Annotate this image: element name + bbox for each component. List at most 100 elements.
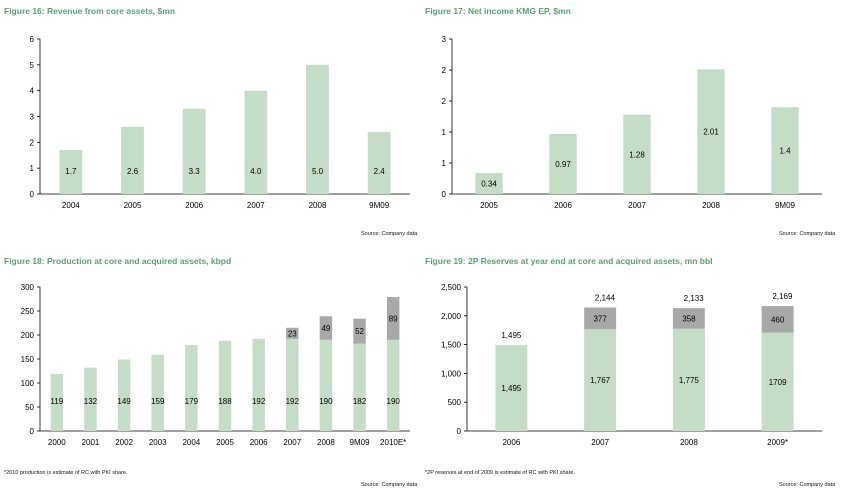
y-tick-label: 1,000: [441, 369, 462, 378]
x-tick-label: 9M09: [369, 201, 390, 210]
x-tick-label: 2008: [309, 201, 327, 210]
bar-acquired: [353, 318, 366, 344]
data-label: 1.4: [779, 147, 791, 156]
x-tick-label: 9M09: [350, 438, 371, 447]
bar-core: [386, 339, 400, 431]
x-tick-label: 2001: [82, 438, 100, 447]
bar: [244, 90, 268, 194]
data-label: 190: [319, 397, 333, 406]
footnote: *2010 production is estimate of RC with …: [4, 470, 128, 476]
data-label: 149: [117, 397, 131, 406]
x-tick-label: 2006: [554, 201, 572, 210]
data-label: 159: [151, 397, 165, 406]
data-label: 5.0: [312, 167, 324, 176]
bar: [367, 132, 391, 194]
x-tick-label: 2007: [283, 438, 301, 447]
bar-acquired: [386, 297, 400, 340]
x-tick-label: 2005: [480, 201, 498, 210]
y-tick-label: 0: [30, 427, 35, 436]
bar-core: [185, 345, 198, 431]
x-tick-label: 2006: [250, 438, 268, 447]
data-label: 2.6: [127, 167, 139, 176]
chart-title: Figure 19: 2P Reserves at year end at co…: [425, 256, 713, 266]
bar: [549, 133, 577, 194]
bar-core: [117, 359, 131, 431]
x-tick-label: 2009*: [767, 438, 788, 447]
x-tick-label: 2010E*: [380, 438, 406, 447]
data-label: 192: [286, 397, 300, 406]
bar-core: [50, 373, 64, 431]
y-tick-label: 150: [21, 355, 35, 364]
y-tick-label: 6: [30, 35, 35, 44]
source-note: Source: Company data: [361, 231, 418, 237]
data-label: 49: [321, 324, 330, 333]
data-label: 89: [389, 314, 398, 323]
chart-title: Figure 16: Revenue from core assets, $mn: [4, 6, 176, 16]
total-label: 2,144: [595, 294, 616, 303]
data-label: 188: [218, 397, 232, 406]
data-label: 460: [771, 315, 785, 324]
y-tick-label: 100: [21, 379, 35, 388]
chart-production: 0 50 100 150 200 250 300 2000 2001 2002 2003 2004 20…: [21, 283, 410, 447]
bar: [771, 107, 799, 194]
bar-acquired: [761, 306, 794, 333]
x-tick-label: 2006: [502, 438, 520, 447]
data-label: 377: [593, 314, 607, 323]
y-tick-label: 500: [448, 398, 462, 407]
x-tick-label: 2007: [247, 201, 265, 210]
x-tick-label: 2008: [317, 438, 335, 447]
chart-title: Figure 17: Net income KMG EP, $mn: [425, 6, 571, 16]
total-label: 1,495: [501, 331, 522, 340]
y-tick-label: 2: [442, 97, 447, 106]
y-tick-label: 0: [442, 190, 447, 199]
bar-core: [218, 340, 232, 431]
data-label: 119: [50, 397, 63, 406]
bar-acquired: [319, 316, 333, 340]
bar-core: [584, 329, 617, 431]
data-label: 358: [682, 314, 696, 323]
x-tick-label: 2004: [62, 201, 80, 210]
y-tick-label: 2: [30, 138, 35, 147]
x-tick-label: 2006: [185, 201, 203, 210]
data-label: 192: [252, 397, 266, 406]
data-label: 1,495: [501, 384, 522, 393]
data-label: 1,775: [679, 376, 700, 385]
x-tick-label: 2007: [591, 438, 609, 447]
bar: [697, 69, 725, 194]
chart-revenue-core-assets: 0 1 2 3 4 5 6 2004 2005 2006 2007 2008 9M09 1.7 2.6 3.3…: [30, 35, 410, 210]
bar-core: [286, 338, 299, 431]
footnote: *2P reserves at end of 2009 is estimate …: [425, 470, 576, 476]
bar: [121, 126, 144, 194]
data-label: 1,767: [590, 376, 611, 385]
y-tick-label: 50: [25, 403, 34, 412]
y-tick-label: 1,500: [441, 341, 462, 350]
y-tick-label: 2,000: [441, 312, 462, 321]
bar: [182, 108, 206, 194]
data-label: 1.28: [629, 150, 645, 159]
data-label: 3.3: [189, 167, 201, 176]
source-note: Source: Company data: [361, 482, 418, 488]
y-tick-label: 300: [21, 283, 35, 292]
data-label: 190: [387, 397, 401, 406]
x-tick-label: 2008: [702, 201, 720, 210]
bar-acquired: [584, 307, 617, 330]
bar-core: [353, 343, 366, 431]
y-tick-label: 250: [21, 307, 35, 316]
y-tick-label: 5: [30, 61, 35, 70]
data-label: 132: [84, 397, 98, 406]
data-label: 0.97: [555, 160, 571, 169]
x-tick-label: 2000: [48, 438, 66, 447]
y-tick-label: 1: [30, 164, 35, 173]
data-label: 23: [288, 329, 297, 338]
data-label: 2.4: [374, 167, 386, 176]
x-tick-label: 2004: [182, 438, 200, 447]
bar-core: [761, 332, 794, 431]
bar-acquired: [286, 327, 299, 339]
bar-acquired: [672, 308, 705, 329]
data-label: 4.0: [250, 167, 262, 176]
y-tick-label: 3: [30, 113, 35, 122]
chart-net-income: 0 1 1 2 2 3 2005 2006 2007 2008 9M09 0.34 0.97 1.28 2.…: [442, 35, 822, 210]
bar-core: [319, 339, 333, 431]
bar: [306, 64, 329, 194]
